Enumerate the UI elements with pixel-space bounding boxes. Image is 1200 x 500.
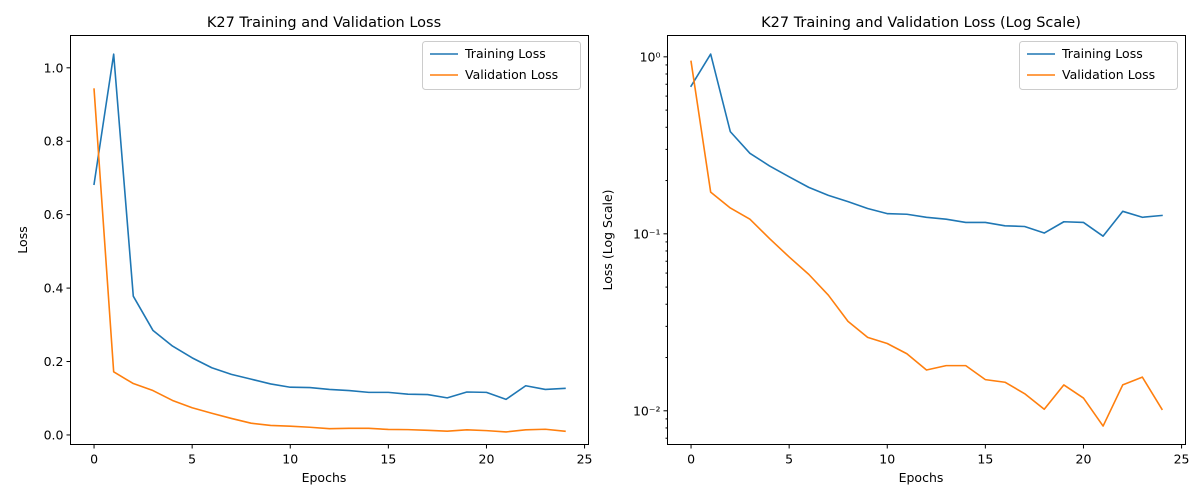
training-loss-line [93, 53, 566, 401]
legend-label-training: Training Loss [1061, 46, 1143, 61]
x-tick-label: 5 [785, 452, 793, 467]
x-tick-label: 5 [188, 452, 196, 467]
validation-loss-line [93, 88, 566, 433]
series-group [93, 53, 566, 433]
chart-title: K27 Training and Validation Loss (Log Sc… [761, 15, 1081, 31]
y-tick-label: 1.0 [44, 60, 64, 75]
legend-label-validation: Validation Loss [465, 67, 558, 82]
y-tick-label: 0.6 [44, 207, 64, 222]
y-tick-label: 0.8 [44, 134, 64, 149]
chart-title: K27 Training and Validation Loss [207, 15, 441, 31]
y-axis-label: Loss [15, 226, 30, 253]
x-tick-label: 15 [380, 452, 396, 467]
y-axis: 0.0 0.2 0.4 0.6 0.8 1.0 [44, 60, 71, 442]
y-tick-label: 0.0 [44, 427, 64, 442]
x-axis: 0 5 10 15 20 25 [687, 444, 1190, 467]
x-tick-label: 15 [977, 452, 993, 467]
plot-frame [667, 35, 1186, 445]
y-tick-label: 0.4 [44, 281, 64, 296]
log-loss-chart: K27 Training and Validation Loss (Log Sc… [600, 15, 1190, 485]
legend: Training Loss Validation Loss [422, 41, 581, 90]
x-axis-label: Epochs [899, 470, 944, 485]
x-axis-label: Epochs [302, 470, 347, 485]
legend-label-validation: Validation Loss [1062, 67, 1155, 82]
legend-box [1019, 41, 1178, 90]
y-axis-label: Loss (Log Scale) [600, 189, 615, 290]
y-tick-label: 10⁻¹ [633, 226, 661, 241]
legend-label-training: Training Loss [464, 46, 546, 61]
x-tick-label: 0 [90, 452, 98, 467]
x-tick-label: 10 [879, 452, 895, 467]
linear-loss-chart: K27 Training and Validation Loss 0 5 10 15 2… [15, 15, 593, 485]
y-tick-label: 10⁰ [640, 49, 661, 64]
training-loss-line [689, 53, 1163, 237]
x-tick-label: 25 [577, 452, 593, 467]
legend: Training Loss Validation Loss [1019, 41, 1178, 90]
plot-frame [70, 35, 589, 445]
legend-box [422, 41, 581, 90]
y-tick-label: 10⁻² [633, 403, 661, 418]
x-tick-label: 20 [479, 452, 495, 467]
x-tick-label: 0 [687, 452, 695, 467]
series-group [689, 53, 1164, 427]
validation-loss-line [690, 60, 1164, 427]
x-tick-label: 25 [1174, 452, 1190, 467]
x-axis: 0 5 10 15 20 25 [90, 444, 593, 467]
x-tick-label: 20 [1076, 452, 1092, 467]
x-tick-label: 10 [282, 452, 298, 467]
y-tick-label: 0.2 [44, 354, 64, 369]
y-axis: 10⁻² 10⁻¹ 10⁰ [633, 49, 668, 439]
